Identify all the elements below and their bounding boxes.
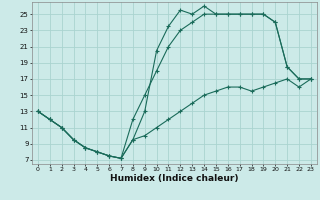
X-axis label: Humidex (Indice chaleur): Humidex (Indice chaleur) xyxy=(110,174,239,183)
